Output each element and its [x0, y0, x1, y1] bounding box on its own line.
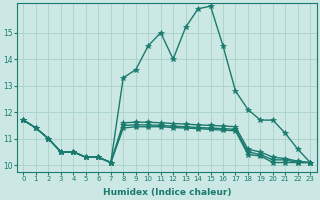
X-axis label: Humidex (Indice chaleur): Humidex (Indice chaleur)	[103, 188, 231, 197]
